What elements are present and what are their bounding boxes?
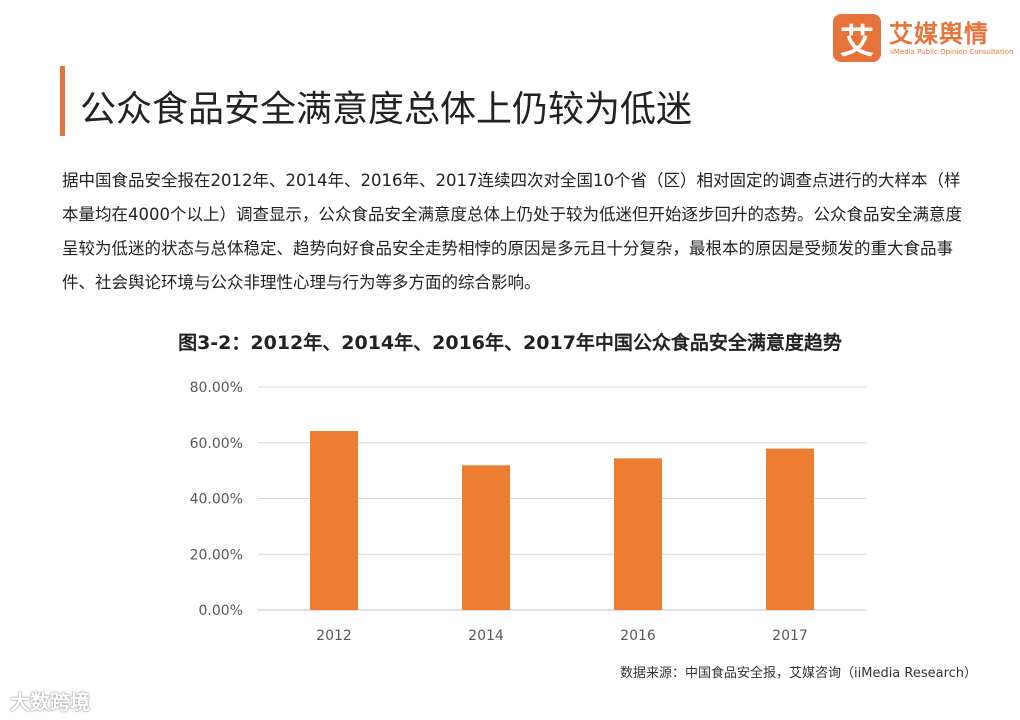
source-note: 数据来源：中国食品安全报，艾媒咨询（iiMedia Research） xyxy=(620,666,978,681)
bar xyxy=(310,431,358,610)
page-title: 公众食品安全满意度总体上仍较为低迷 xyxy=(80,89,693,130)
brand-logo: 艾 艾媒舆情 iiMedia Public Opinion Consultati… xyxy=(833,10,1013,70)
logo-subtitle: iiMedia Public Opinion Consultation xyxy=(890,48,1014,56)
y-tick-label: 0.00% xyxy=(199,603,243,619)
bar xyxy=(462,465,510,610)
y-tick-label: 40.00% xyxy=(190,492,243,508)
x-tick-label: 2016 xyxy=(620,628,656,644)
logo-mark: 艾 xyxy=(833,14,881,62)
chart-title: 图3-2：2012年、2014年、2016年、2017年中国公众食品安全满意度趋… xyxy=(178,332,842,354)
x-tick-label: 2014 xyxy=(468,628,504,644)
y-tick-label: 60.00% xyxy=(190,436,243,452)
intro-paragraph: 据中国食品安全报在2012年、2014年、2016年、2017连续四次对全国10… xyxy=(62,171,962,292)
logo-name: 艾媒舆情 xyxy=(889,20,989,48)
x-tick-label: 2017 xyxy=(772,628,808,644)
bar xyxy=(614,458,662,610)
y-tick-label: 20.00% xyxy=(190,547,243,563)
bar-chart: 0.00% 20.00% 40.00% 60.00% 80.00% 2012 2014 201… xyxy=(190,380,866,644)
title-accent-bar xyxy=(60,66,65,136)
watermark: 大数跨境 xyxy=(10,690,90,714)
bar xyxy=(766,448,814,610)
y-tick-label: 80.00% xyxy=(190,380,243,396)
x-tick-label: 2012 xyxy=(316,628,352,644)
